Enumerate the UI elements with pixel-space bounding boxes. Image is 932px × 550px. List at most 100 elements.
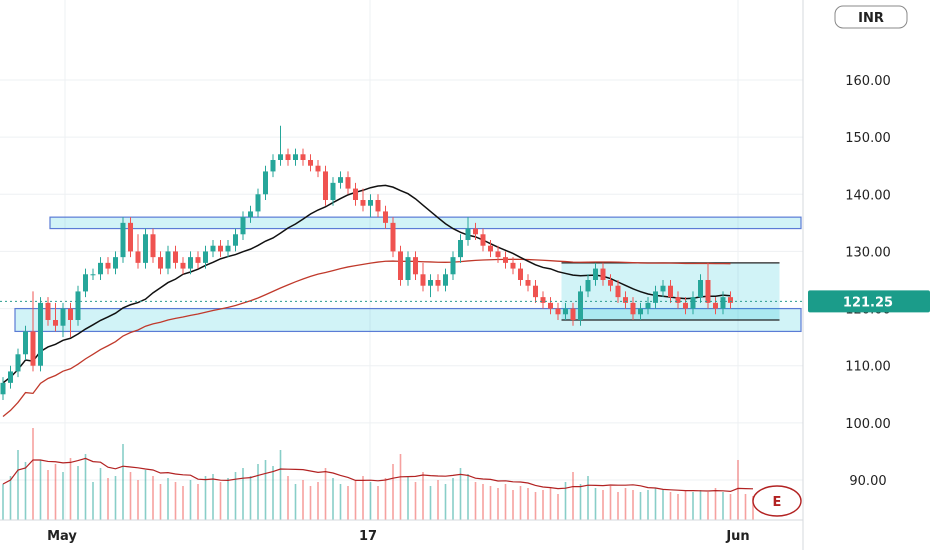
- volume-bar: [324, 468, 327, 520]
- volume-bar: [459, 468, 462, 520]
- candle-body: [690, 297, 696, 309]
- volume-bar: [249, 476, 252, 520]
- volume-bar: [354, 480, 357, 520]
- volume-bar: [384, 478, 387, 520]
- candle-body: [698, 280, 703, 298]
- volume-bar: [624, 488, 627, 520]
- candle-body: [623, 297, 628, 303]
- volume-bar: [392, 464, 394, 520]
- candle-body: [368, 200, 373, 206]
- volume-bar: [204, 476, 207, 520]
- candle-body: [150, 234, 156, 258]
- candle-body: [90, 274, 96, 276]
- candle-body: [383, 211, 388, 223]
- volume-bar: [497, 488, 499, 520]
- volume-bar: [542, 490, 544, 520]
- volume-bar: [264, 460, 267, 520]
- candle-body: [720, 297, 726, 309]
- volume-bar: [84, 454, 87, 520]
- volume-bar: [99, 468, 102, 520]
- candle-body: [630, 302, 636, 315]
- candle-body: [75, 291, 81, 320]
- volume-bar: [54, 464, 57, 520]
- volume-bar: [587, 476, 589, 520]
- earnings-badge[interactable]: [752, 485, 802, 517]
- candle-body: [23, 331, 28, 355]
- volume-bar: [69, 458, 72, 520]
- volume-bar: [182, 486, 184, 520]
- x-tick-label: May: [47, 529, 77, 544]
- x-tick-label: 17: [359, 529, 377, 544]
- candle-body: [233, 234, 238, 246]
- y-tick-label: 110.00: [845, 360, 891, 375]
- volume-bar: [692, 492, 694, 520]
- volume-bar: [189, 480, 192, 520]
- volume-bar: [137, 480, 139, 520]
- volume-bar: [752, 496, 754, 520]
- volume-bar: [257, 464, 259, 520]
- y-tick-label: 160.00: [845, 74, 891, 89]
- volume-bar: [407, 476, 409, 520]
- candle-body: [525, 280, 531, 286]
- candle-body: [45, 302, 51, 320]
- volume-bar: [287, 476, 289, 520]
- currency-label: INR: [858, 11, 884, 26]
- candle-body: [240, 217, 246, 235]
- candle-body: [420, 274, 426, 286]
- candle-body: [143, 234, 148, 263]
- volume-bar: [152, 476, 154, 520]
- candle-body: [195, 257, 201, 263]
- candle-body: [60, 308, 66, 326]
- candle-body: [173, 251, 178, 263]
- candle-body: [165, 251, 171, 269]
- candle-body: [645, 302, 651, 309]
- candle-body: [285, 154, 291, 160]
- volume-bar: [167, 478, 169, 520]
- volume-bar: [429, 486, 432, 520]
- currency-chip[interactable]: [834, 5, 908, 29]
- volume-bar: [92, 482, 94, 520]
- candle-body: [323, 171, 328, 200]
- volume-bar: [17, 450, 19, 520]
- volume-bar: [647, 490, 649, 520]
- volume-bar: [24, 462, 27, 520]
- volume-bar: [219, 482, 222, 520]
- volume-bar: [654, 488, 657, 520]
- volume-bar: [617, 492, 619, 520]
- candle-body: [600, 268, 606, 280]
- volume-bar: [572, 472, 574, 520]
- short-moving-average-line: [2, 184, 731, 384]
- candle-body: [375, 200, 381, 212]
- volume-bar: [444, 484, 447, 520]
- volume-bar: [632, 490, 634, 520]
- candle-body: [548, 302, 553, 309]
- volume-bar: [414, 482, 417, 520]
- volume-bar: [467, 474, 469, 520]
- volume-bar: [159, 484, 162, 520]
- volume-bar: [549, 488, 552, 520]
- candle-body: [458, 240, 463, 258]
- candle-body: [533, 285, 538, 298]
- candle-body: [518, 268, 523, 280]
- volume-bar: [32, 428, 34, 520]
- candle-body: [570, 308, 576, 320]
- volume-bar: [519, 486, 522, 520]
- earnings-badge-label: E: [773, 495, 782, 510]
- volume-bar: [77, 466, 79, 520]
- candle-body: [435, 280, 441, 286]
- volume-bar: [534, 492, 537, 520]
- candle-body: [105, 262, 111, 269]
- candle-body: [608, 280, 613, 286]
- candle-body: [263, 171, 268, 195]
- volume-bar: [557, 494, 559, 520]
- candle-body: [300, 154, 306, 160]
- candle-body: [683, 302, 688, 309]
- candle-body: [38, 302, 43, 366]
- candle-body: [210, 245, 216, 252]
- candle-body: [705, 280, 711, 303]
- candle-body: [473, 228, 478, 235]
- candle-body: [158, 257, 163, 269]
- candle-body: [83, 274, 88, 292]
- volume-bar: [294, 484, 297, 520]
